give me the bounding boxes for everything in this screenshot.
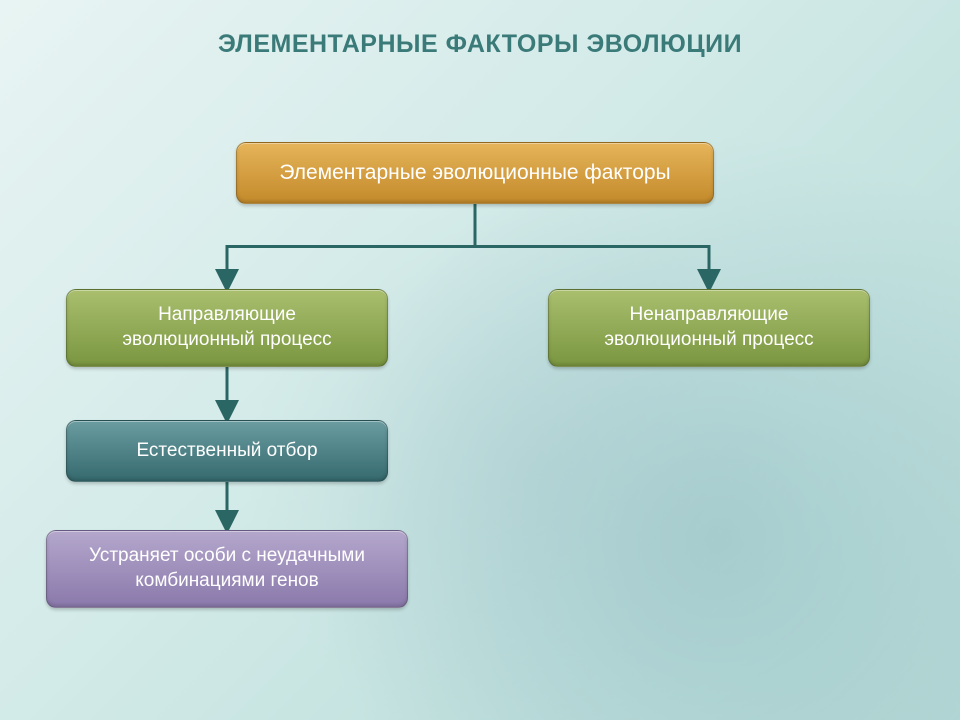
node-left1: Направляющиеэволюционный процесс: [66, 289, 388, 367]
slide-title: ЭЛЕМЕНТАРНЫЕ ФАКТОРЫ ЭВОЛЮЦИИ: [0, 30, 960, 59]
node-label: Элементарные эволюционные факторы: [279, 159, 670, 186]
node-label: Ненаправляющиеэволюционный процесс: [604, 303, 813, 352]
node-label: Естественный отбор: [136, 439, 317, 464]
node-label: Устраняет особи с неудачнымикомбинациями…: [89, 544, 365, 593]
node-label: Направляющиеэволюционный процесс: [122, 303, 331, 352]
slide: ЭЛЕМЕНТАРНЫЕ ФАКТОРЫ ЭВОЛЮЦИИ Элементарн…: [0, 0, 960, 720]
node-left3: Устраняет особи с неудачнымикомбинациями…: [46, 530, 408, 608]
node-root: Элементарные эволюционные факторы: [236, 142, 714, 204]
node-left2: Естественный отбор: [66, 420, 388, 482]
node-right1: Ненаправляющиеэволюционный процесс: [548, 289, 870, 367]
